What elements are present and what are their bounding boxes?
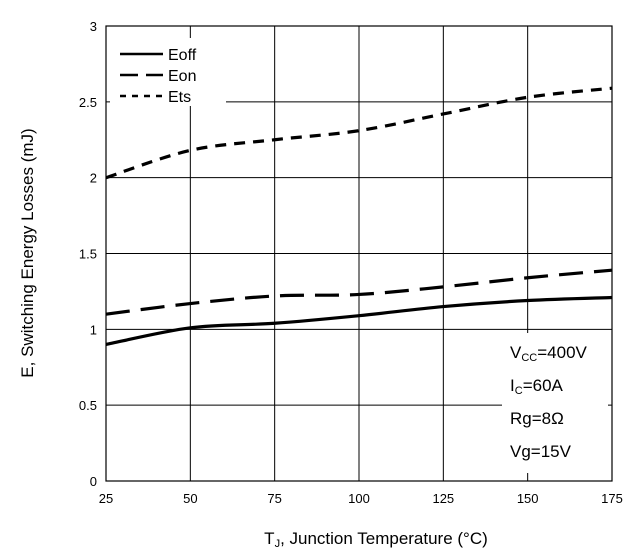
y-tick-label: 0: [90, 474, 97, 489]
legend-label-eon: Eon: [168, 68, 196, 85]
legend-label-ets: Ets: [168, 89, 191, 106]
legend-background: [110, 38, 226, 106]
x-tick-labels: 25 50 75 100 125 150 175: [99, 491, 623, 506]
test-conditions-box: VCC=400V IC=60A Rg=8Ω Vg=15V: [502, 333, 608, 473]
y-tick-label: 0.5: [79, 398, 97, 413]
legend-label-eoff: Eoff: [168, 47, 197, 64]
condition-text: VCC=400V: [510, 343, 588, 364]
conditions-background: [502, 333, 608, 473]
condition-text: Vg=15V: [510, 442, 572, 461]
x-tick-label: 175: [601, 491, 623, 506]
plot-area-frame: [105, 25, 613, 482]
y-tick-label: 1.5: [79, 247, 97, 262]
y-tick-label: 2.5: [79, 95, 97, 110]
x-axis-label: TJ, Junction Temperature (°C): [264, 529, 488, 549]
legend: Eoff Eon Ets: [110, 38, 226, 106]
series-line-eoff: [105, 295, 613, 347]
x-tick-label: 50: [183, 491, 197, 506]
y-tick-label: 3: [90, 19, 97, 34]
x-tick-label: 100: [348, 491, 370, 506]
x-tick-label: 25: [99, 491, 113, 506]
condition-text: Rg=8Ω: [510, 409, 564, 428]
y-tick-label: 2: [90, 171, 97, 186]
condition-text: IC=60A: [510, 376, 564, 397]
series-layer: [105, 86, 613, 347]
x-tick-label: 125: [432, 491, 454, 506]
y-tick-labels: 0 0.5 1 1.5 2 2.5 3: [79, 19, 97, 489]
x-tick-label: 75: [267, 491, 281, 506]
y-tick-label: 1: [90, 322, 97, 337]
y-axis-label: E, Switching Energy Losses (mJ): [18, 128, 37, 377]
series-line-eon: [105, 268, 613, 316]
x-tick-label: 150: [517, 491, 539, 506]
